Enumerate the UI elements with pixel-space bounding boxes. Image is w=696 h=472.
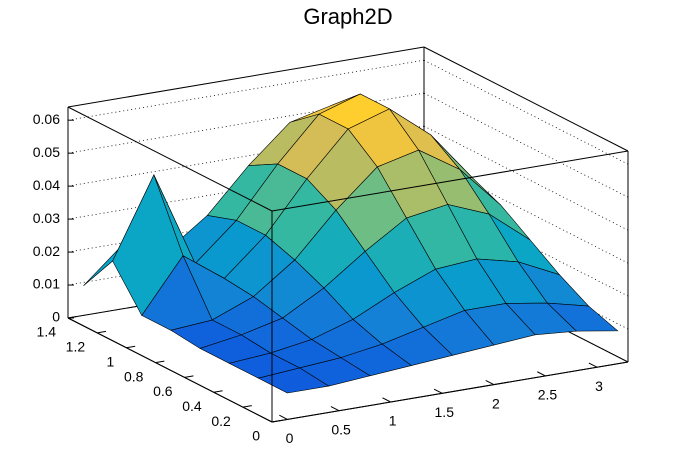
z-tick-label: 0.05 — [33, 144, 60, 160]
y-tick-label: 1.4 — [37, 324, 57, 340]
y-tick — [184, 375, 194, 378]
x-tick — [537, 371, 546, 377]
y-tick — [97, 330, 107, 334]
y-tick-label: 0.8 — [124, 368, 144, 384]
box-edge — [67, 106, 273, 212]
surface-cell — [257, 367, 330, 394]
box-edge — [67, 46, 425, 108]
x-tick — [279, 414, 288, 420]
chart-title: Graph2D — [303, 4, 392, 29]
x-tick-label: 2 — [492, 395, 500, 411]
grid-line — [423, 59, 629, 165]
y-tick — [126, 345, 136, 349]
y-tick — [155, 360, 165, 364]
axis-line — [271, 361, 629, 423]
z-tick-label: 0.04 — [33, 177, 60, 193]
x-tick — [330, 406, 340, 412]
x-tick — [485, 380, 495, 386]
x-tick — [433, 388, 443, 394]
x-tick-label: 3 — [595, 378, 603, 394]
y-tick-label: 0.4 — [182, 398, 202, 414]
x-tick — [382, 397, 391, 403]
y-tick — [242, 405, 252, 408]
y-tick — [67, 316, 77, 319]
x-tick-label: 2.5 — [538, 387, 558, 403]
box-edge — [423, 46, 629, 152]
y-tick-label: 0.2 — [211, 413, 231, 429]
y-tick — [213, 390, 223, 393]
y-tick-label: 0 — [252, 428, 260, 444]
box-edge — [271, 150, 629, 212]
z-tick-label: 0.01 — [33, 276, 60, 292]
z-tick-label: 0.03 — [33, 210, 60, 226]
axis-line — [67, 317, 273, 423]
x-tick-label: 1 — [389, 413, 397, 429]
x-tick-label: 0.5 — [331, 421, 351, 437]
z-tick-label: 0 — [52, 309, 60, 325]
z-tick-label: 0.02 — [33, 243, 60, 259]
y-tick-label: 1 — [106, 353, 114, 369]
x-tick-label: 0 — [286, 430, 294, 446]
x-tick — [588, 362, 598, 368]
x-tick-label: 1.5 — [435, 404, 455, 420]
y-tick-label: 1.2 — [66, 339, 86, 355]
z-tick-label: 0.06 — [33, 111, 60, 127]
y-tick-label: 0.6 — [153, 383, 173, 399]
grid-line — [67, 59, 425, 121]
